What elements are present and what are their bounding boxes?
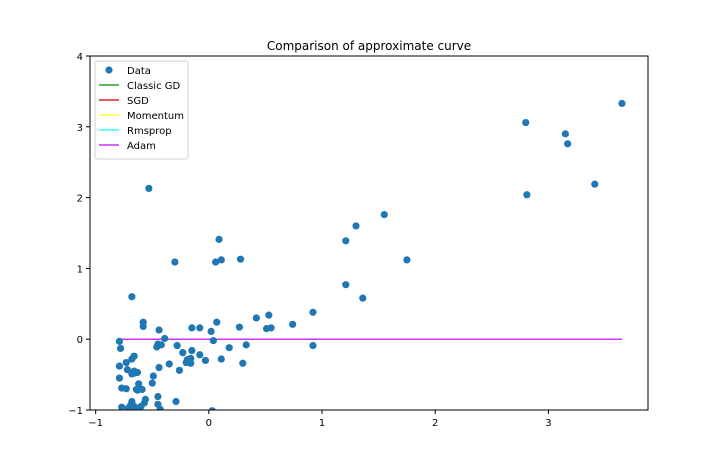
data-point (155, 326, 163, 334)
data-point (115, 362, 124, 370)
axis-layer: −1 0 1 2 3 −1 0 1 2 3 4 (68, 52, 551, 429)
legend-label-sgd: SGD (127, 96, 149, 107)
data-point (135, 380, 143, 388)
x-tick-label: 0 (206, 418, 212, 429)
data-point (309, 308, 317, 316)
data-point (148, 379, 156, 387)
data-point (591, 180, 599, 188)
data-point (118, 403, 126, 410)
data-point (133, 386, 142, 394)
data-point (188, 324, 196, 332)
data-point (242, 341, 250, 349)
data-point (155, 363, 163, 372)
data-point (196, 351, 204, 359)
legend-marker-data (105, 66, 113, 74)
data-point (124, 404, 133, 410)
data-point (128, 293, 136, 301)
data-point (145, 184, 153, 192)
data-point (225, 344, 233, 352)
data-point (137, 402, 145, 410)
data-point (380, 210, 388, 219)
data-point (217, 256, 225, 264)
legend-label-classic-gd: Classic GD (127, 81, 181, 92)
legend-label-rmsprop: Rmsprop (127, 126, 172, 137)
chart-title: Comparison of approximate curve (267, 39, 471, 53)
legend: Data Classic GD SGD Momentum Rmsprop Adam (94, 60, 189, 160)
data-point (352, 222, 360, 230)
data-point (561, 130, 569, 138)
y-tick-label: 4 (77, 52, 83, 63)
data-point (130, 369, 138, 377)
legend-label-data: Data (127, 66, 151, 77)
data-point (153, 343, 161, 351)
y-tick-label: −1 (68, 406, 83, 417)
y-tick-label: 3 (77, 123, 83, 134)
data-point (235, 323, 244, 331)
data-point (179, 349, 187, 357)
data-point (217, 355, 225, 363)
data-point (171, 258, 179, 266)
data-point (265, 311, 273, 319)
data-point (122, 358, 130, 367)
data-point (289, 320, 297, 328)
y-tick-label: 0 (77, 335, 83, 346)
data-point (128, 355, 136, 363)
legend-label-momentum: Momentum (127, 111, 184, 122)
data-point (201, 356, 210, 365)
data-point (115, 337, 124, 345)
data-point (172, 397, 180, 406)
data-point (522, 118, 530, 127)
data-point (173, 341, 181, 350)
data-point (208, 407, 216, 410)
data-point (252, 314, 260, 322)
x-tick-label: 1 (319, 418, 325, 429)
legend-label-adam: Adam (127, 141, 156, 152)
data-point (207, 327, 215, 336)
data-point (115, 374, 124, 382)
x-tick-label: −1 (88, 418, 103, 429)
data-point (161, 334, 169, 343)
data-point (196, 324, 204, 332)
data-point (309, 341, 317, 350)
data-point (149, 372, 157, 380)
data-point (154, 392, 162, 401)
data-point (116, 344, 125, 353)
data-point (236, 255, 245, 263)
data-point (342, 281, 350, 289)
data-point (188, 346, 196, 355)
data-point (564, 140, 572, 148)
data-point (215, 235, 223, 243)
y-tick-label: 1 (77, 264, 83, 275)
data-point (123, 366, 131, 374)
data-point (212, 258, 220, 266)
plot-area (115, 99, 626, 410)
data-point (239, 359, 247, 367)
data-point (618, 99, 626, 108)
data-point (165, 360, 173, 368)
data-point (183, 356, 191, 364)
data-point (403, 256, 411, 264)
data-point (523, 191, 531, 199)
x-tick-label: 2 (432, 418, 438, 429)
data-point (342, 237, 350, 245)
x-tick-label: 3 (545, 418, 551, 429)
data-point (156, 405, 164, 410)
plot-layer (115, 99, 626, 410)
data-point (122, 385, 130, 393)
data-point (175, 366, 184, 374)
data-point (359, 294, 367, 302)
data-point (262, 324, 271, 333)
data-point (213, 318, 221, 326)
plot-frame (89, 55, 649, 411)
data-point (139, 322, 147, 331)
y-tick-label: 2 (77, 194, 83, 205)
data-point (209, 337, 217, 345)
